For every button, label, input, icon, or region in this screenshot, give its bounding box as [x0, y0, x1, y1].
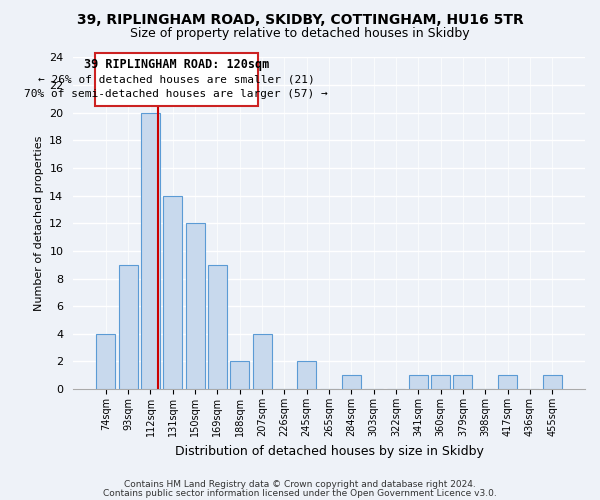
Y-axis label: Number of detached properties: Number of detached properties	[34, 136, 44, 311]
Bar	[342, 376, 361, 389]
Bar	[208, 264, 227, 389]
Bar	[454, 376, 472, 389]
Text: 70% of semi-detached houses are larger (57) →: 70% of semi-detached houses are larger (…	[25, 89, 328, 99]
Text: 39 RIPLINGHAM ROAD: 120sqm: 39 RIPLINGHAM ROAD: 120sqm	[84, 58, 269, 71]
Bar	[97, 334, 115, 389]
Bar	[119, 264, 137, 389]
Bar	[543, 376, 562, 389]
Text: ← 26% of detached houses are smaller (21): ← 26% of detached houses are smaller (21…	[38, 74, 315, 85]
Bar	[230, 362, 249, 389]
Bar	[297, 362, 316, 389]
X-axis label: Distribution of detached houses by size in Skidby: Distribution of detached houses by size …	[175, 444, 484, 458]
Bar	[163, 196, 182, 389]
Bar	[95, 53, 257, 106]
Text: 39, RIPLINGHAM ROAD, SKIDBY, COTTINGHAM, HU16 5TR: 39, RIPLINGHAM ROAD, SKIDBY, COTTINGHAM,…	[77, 12, 523, 26]
Bar	[185, 223, 205, 389]
Text: Contains HM Land Registry data © Crown copyright and database right 2024.: Contains HM Land Registry data © Crown c…	[124, 480, 476, 489]
Bar	[498, 376, 517, 389]
Bar	[409, 376, 428, 389]
Text: Size of property relative to detached houses in Skidby: Size of property relative to detached ho…	[130, 28, 470, 40]
Bar	[253, 334, 272, 389]
Bar	[141, 112, 160, 389]
Bar	[431, 376, 450, 389]
Text: Contains public sector information licensed under the Open Government Licence v3: Contains public sector information licen…	[103, 489, 497, 498]
